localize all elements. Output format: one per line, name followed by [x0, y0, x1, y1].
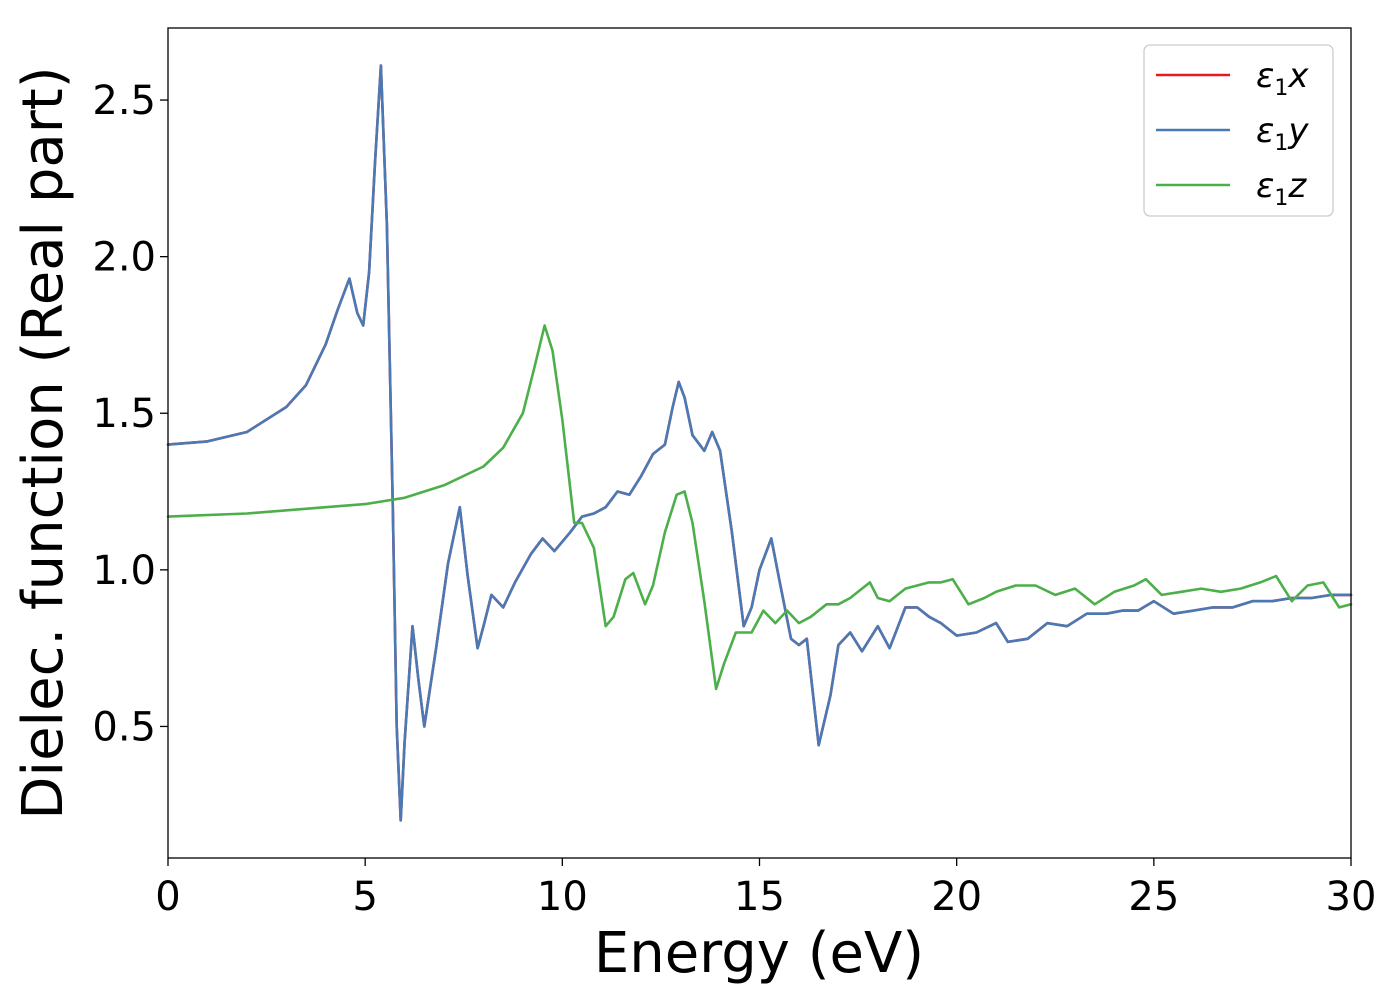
series-line-2: [166, 64, 1353, 822]
x-tick-label: 25: [1128, 874, 1179, 920]
y-tick-label: 0.5: [92, 704, 156, 750]
x-tick-label: 20: [931, 874, 982, 920]
x-tick-label: 10: [537, 874, 588, 920]
legend-label-2: ε1y: [1256, 111, 1309, 156]
legend: ε1x ε1y ε1z: [1143, 44, 1334, 217]
y-tick-label: 1.0: [92, 548, 156, 594]
legend-label-3: ε1z: [1256, 166, 1307, 211]
y-tick-label: 1.5: [92, 391, 156, 437]
x-tick-label: 15: [734, 874, 785, 920]
x-axis: 0 5 10 15 20 25 30: [155, 858, 1376, 920]
legend-box: [1143, 44, 1334, 217]
series-layer: [166, 64, 1353, 822]
x-tick-label: 30: [1326, 874, 1377, 920]
x-tick-label: 0: [155, 874, 180, 920]
x-tick-label: 5: [352, 874, 377, 920]
x-axis-title: Energy (eV): [594, 921, 924, 986]
y-axis-title: Dielec. function (Real part): [11, 66, 76, 819]
y-tick-label: 2.5: [92, 78, 156, 124]
legend-label-1: ε1x: [1256, 56, 1309, 101]
series-line-3: [166, 324, 1353, 691]
y-tick-label: 2.0: [92, 235, 156, 281]
y-axis: 0.5 1.0 1.5 2.0 2.5: [92, 78, 168, 750]
